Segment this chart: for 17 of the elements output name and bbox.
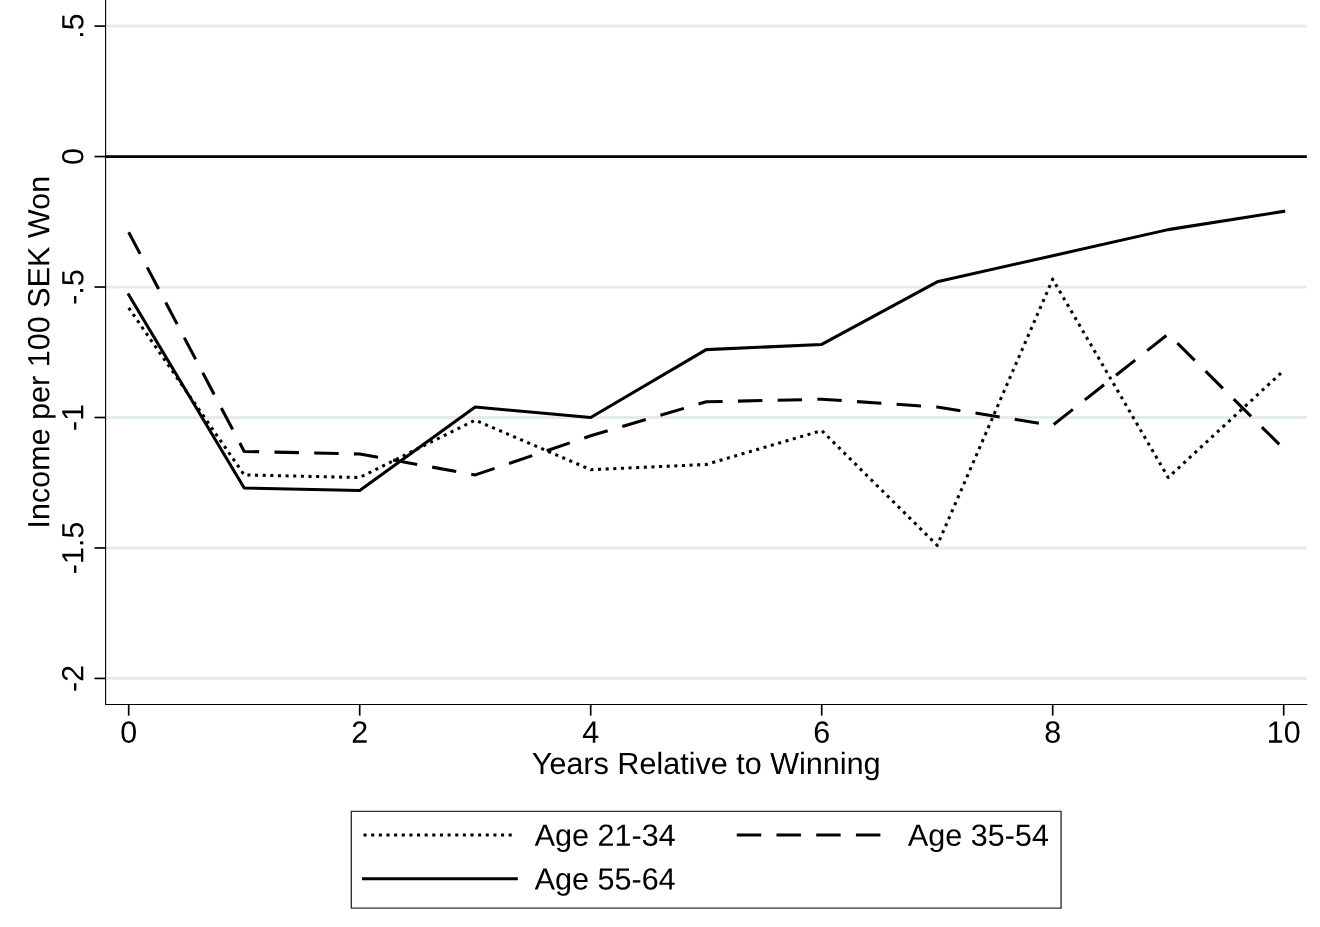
y-tick-label: -1 (62, 405, 84, 430)
legend-label: Age 55-64 (534, 868, 675, 896)
y-tick-label: 0 (61, 149, 84, 164)
x-tick-label: 10 (1269, 721, 1300, 743)
x-tick-label: 4 (582, 721, 599, 743)
legend-label: Age 21-34 (534, 824, 675, 853)
x-axis-title: Years Relative to Winning (532, 751, 879, 781)
x-tick-label: 0 (121, 721, 136, 743)
y-tick-label: -1.5 (62, 522, 84, 573)
x-tick-label: 2 (352, 721, 367, 743)
x-tick-label: 8 (1045, 721, 1060, 743)
x-tick-label: 6 (814, 721, 829, 743)
y-tick-label: -.5 (62, 270, 84, 304)
y-axis-title: Income per 100 SEK Won (27, 177, 56, 526)
legend-label: Age 35-54 (907, 824, 1048, 853)
y-tick-label: -2 (61, 666, 84, 691)
y-tick-label: .5 (62, 14, 84, 37)
